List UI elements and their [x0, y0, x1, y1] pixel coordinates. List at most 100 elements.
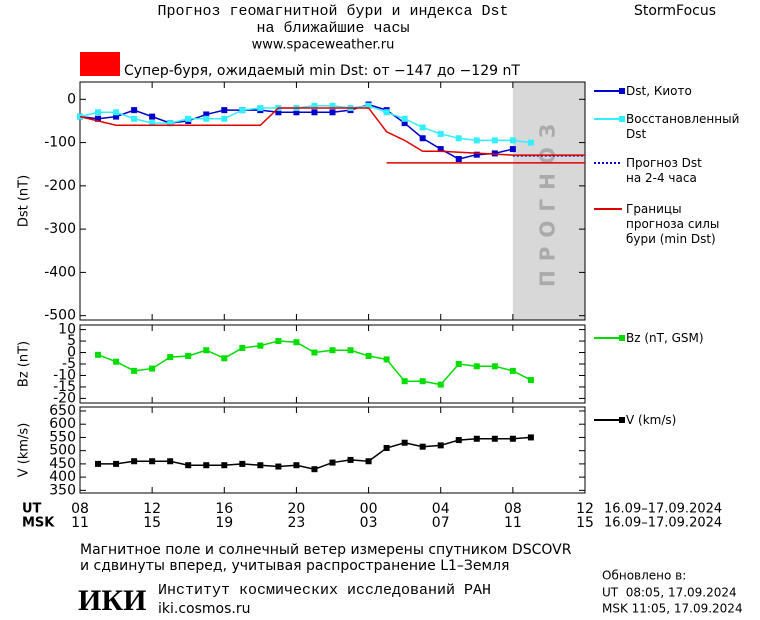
marker	[401, 120, 408, 127]
marker	[383, 109, 390, 116]
series-line	[97, 340, 532, 386]
marker	[149, 458, 156, 465]
y-axis-label: V (km/s)	[17, 423, 32, 478]
series-line	[79, 105, 531, 144]
y-tick-label: 450	[49, 456, 76, 472]
marker	[455, 437, 462, 444]
y-tick-label: -300	[44, 221, 76, 237]
note: и сдвинуты вперед, учитывая распростране…	[80, 558, 509, 574]
updated: UT 08:05, 17.09.2024	[602, 586, 737, 600]
marker	[275, 338, 282, 345]
alert-box	[80, 52, 120, 76]
marker	[329, 109, 336, 116]
date-range: 16.09–17.09.2024	[604, 502, 722, 517]
marker	[257, 104, 264, 111]
series-line	[98, 436, 531, 470]
y-tick-label: 600	[49, 416, 76, 432]
marker	[203, 347, 210, 354]
alert: Супер-буря, ожидаемый min Dst: от −147 д…	[124, 63, 520, 79]
marker	[239, 460, 246, 467]
legend-marker	[619, 116, 625, 122]
y-tick-label: -200	[44, 178, 76, 194]
marker	[95, 460, 102, 467]
marker	[419, 135, 426, 142]
note: Магнитное поле и солнечный ветер измерен…	[80, 542, 572, 558]
x-tick-label: 08	[504, 501, 522, 517]
marker	[131, 115, 138, 122]
x-tick-label-msk: 03	[360, 515, 378, 531]
updated-label: Обновлено в:	[602, 569, 686, 583]
marker	[239, 344, 246, 351]
marker	[221, 115, 228, 122]
marker	[149, 113, 156, 120]
y-tick-label: -100	[44, 135, 76, 151]
y-tick-label: -15	[53, 379, 76, 395]
x-tick-label-msk: 11	[504, 515, 522, 531]
marker	[311, 349, 318, 356]
marker	[185, 462, 192, 469]
x-tick-label-msk: 15	[576, 515, 594, 531]
marker	[113, 113, 120, 120]
marker	[347, 456, 354, 463]
marker	[365, 102, 372, 109]
marker	[473, 151, 480, 158]
marker	[527, 434, 534, 441]
marker	[293, 462, 300, 469]
x-tick-label: 04	[432, 501, 450, 517]
marker	[311, 102, 318, 109]
marker	[275, 463, 282, 470]
x-tick-label: 20	[288, 501, 306, 517]
marker	[509, 146, 516, 153]
date-range: 16.09–17.09.2024	[604, 516, 722, 531]
y-tick-label: 550	[49, 429, 76, 445]
y-tick-label: -5	[62, 356, 76, 372]
site: iki.cosmos.ru	[158, 601, 250, 617]
y-tick-label: 400	[49, 469, 76, 485]
marker	[473, 137, 480, 144]
marker	[275, 109, 282, 116]
marker	[509, 435, 516, 442]
marker	[239, 107, 246, 114]
marker	[221, 462, 228, 469]
marker	[95, 351, 102, 358]
marker	[455, 361, 462, 367]
marker	[347, 347, 354, 354]
marker	[221, 107, 228, 114]
institute: Институт космических исследований РАН	[158, 582, 491, 599]
marker	[149, 365, 156, 372]
logo: ИКИ	[78, 584, 146, 617]
forecast-region	[512, 82, 585, 320]
marker	[455, 135, 462, 142]
marker	[311, 109, 318, 116]
marker	[401, 439, 408, 446]
y-tick-label: -500	[44, 308, 76, 324]
x-tick-label-msk: 11	[71, 515, 89, 531]
y-tick-label: -20	[53, 390, 76, 406]
marker	[221, 355, 228, 362]
marker	[329, 347, 336, 354]
marker	[149, 120, 156, 127]
marker	[131, 107, 138, 114]
marker	[185, 115, 192, 122]
marker	[293, 109, 300, 116]
legend-entry: Dst, Киото	[626, 84, 692, 98]
marker	[401, 378, 408, 385]
x-tick-label-msk: 15	[143, 515, 161, 531]
marker	[113, 460, 120, 467]
marker	[419, 443, 426, 450]
marker	[257, 462, 264, 469]
legend-marker	[619, 88, 625, 94]
marker	[383, 356, 390, 363]
y-tick-label: 0	[67, 345, 76, 361]
marker	[509, 137, 516, 144]
legend-entry: Прогноз Dst на 2-4 часа	[626, 156, 702, 185]
y-tick-label: -10	[53, 367, 76, 383]
marker	[437, 146, 444, 153]
legend-entry: Границы прогноза силы бури (min Dst)	[626, 202, 720, 246]
brand: StormFocus	[634, 3, 716, 19]
y-tick-label: 10	[58, 322, 76, 338]
legend-marker	[619, 417, 625, 423]
x-tick-label: 12	[576, 501, 594, 517]
marker	[203, 462, 210, 469]
marker	[437, 442, 444, 449]
